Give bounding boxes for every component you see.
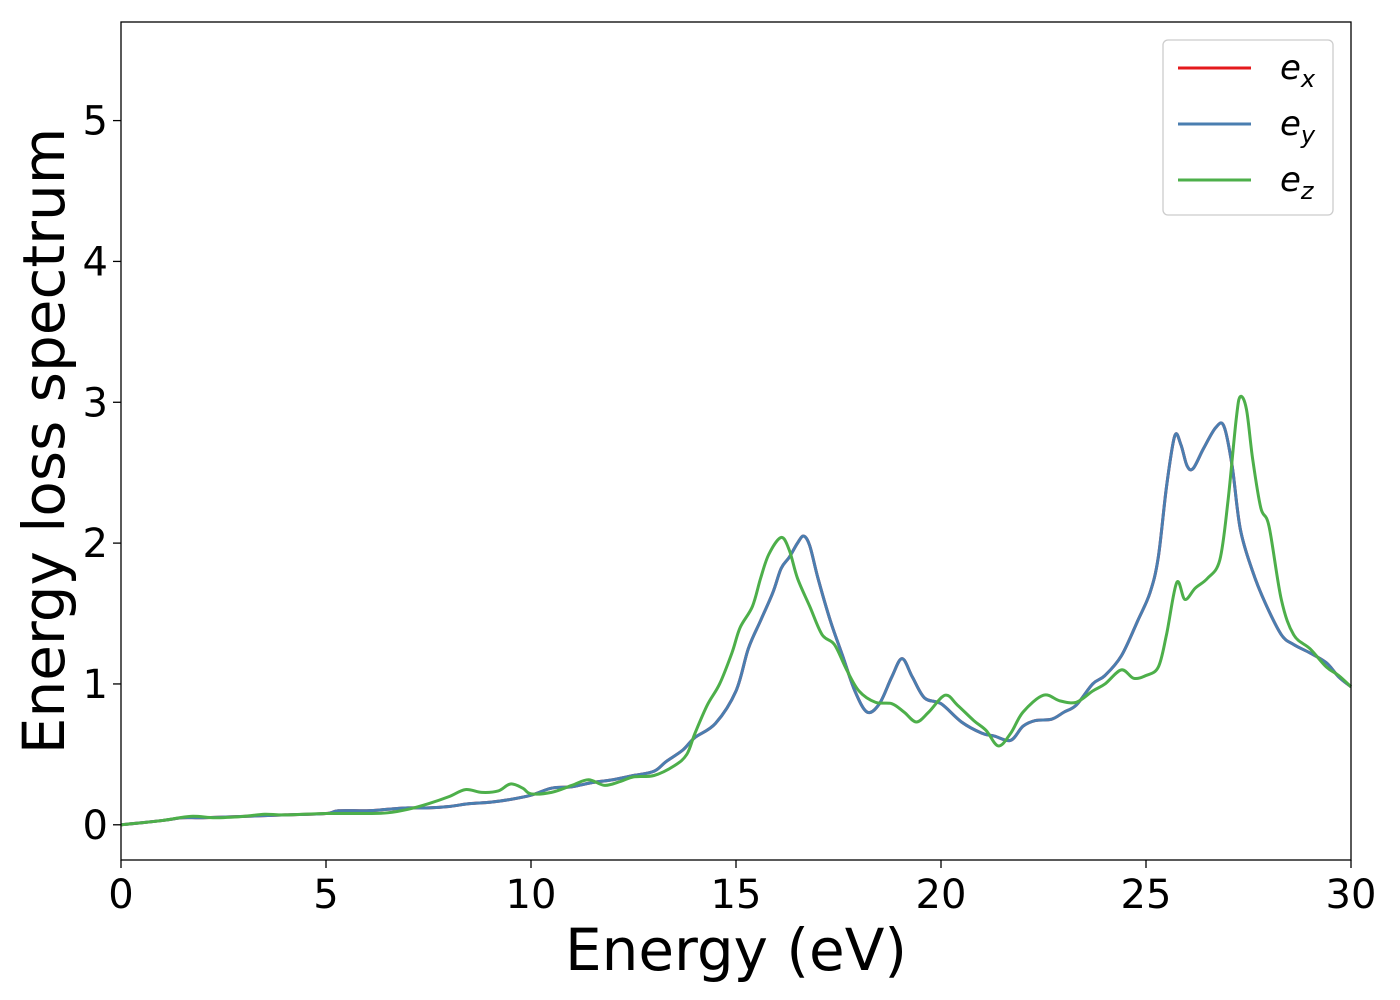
x-tick-label: 20 — [916, 872, 967, 918]
x-tick-label: 15 — [711, 872, 762, 918]
y-tick-label: 2 — [83, 521, 108, 567]
legend-label-e-z: ez — [1280, 160, 1315, 205]
legend: ex ey ez — [1162, 39, 1334, 216]
series-line-e-y — [120, 421, 1352, 827]
plot-area-background — [121, 22, 1351, 860]
x-axis-label: Energy (eV) — [565, 916, 907, 984]
legend-box — [1162, 39, 1334, 216]
x-tick-label: 25 — [1121, 872, 1172, 918]
y-tick-label: 4 — [83, 239, 108, 285]
x-tick-label: 0 — [108, 872, 133, 918]
x-tick-label: 5 — [313, 872, 338, 918]
legend-label-e-x: ex — [1280, 48, 1316, 93]
series-layer — [120, 394, 1353, 827]
x-tick-label: 30 — [1326, 872, 1377, 918]
y-tick-label: 3 — [83, 380, 108, 426]
y-tick-label: 0 — [83, 803, 108, 849]
y-axis-label: Energy loss spectrum — [10, 128, 78, 754]
y-axis: 0 1 2 3 4 5 — [83, 99, 121, 849]
series-line-e-z — [120, 394, 1353, 827]
y-tick-label: 1 — [83, 662, 108, 708]
x-axis: 0 5 10 15 20 25 30 — [108, 860, 1376, 918]
y-tick-label: 5 — [83, 99, 108, 145]
legend-label-e-y: ey — [1280, 104, 1316, 149]
x-tick-label: 10 — [506, 872, 557, 918]
